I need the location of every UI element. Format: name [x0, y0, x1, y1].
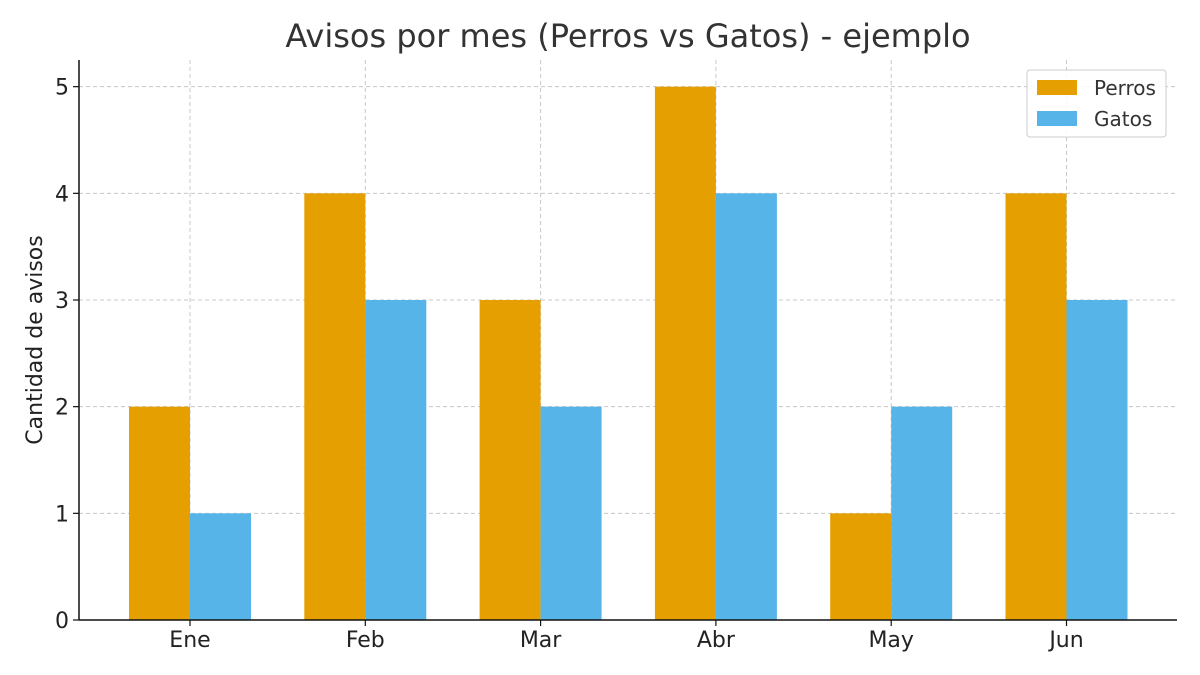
bar-perros-jun	[1005, 193, 1067, 621]
legend-label-perros: Perros	[1094, 76, 1156, 100]
ticks: Ene Feb Mar Abr May Jun 0 1 2 3 4 5	[55, 76, 1084, 653]
y-tick-label-0: 0	[55, 609, 69, 634]
x-tick-label-abr: Abr	[697, 628, 736, 653]
axes	[78, 60, 1177, 621]
legend-label-gatos: Gatos	[1094, 107, 1152, 131]
x-tick-label-ene: Ene	[169, 628, 210, 653]
x-tick-label-mar: Mar	[520, 628, 562, 653]
bar-gatos-mar	[540, 406, 602, 620]
y-tick-label-1: 1	[55, 502, 69, 527]
legend-swatch-perros	[1037, 80, 1077, 95]
x-tick-label-feb: Feb	[346, 628, 385, 653]
bar-gatos-abr	[715, 193, 777, 621]
bar-perros-mar	[479, 300, 541, 620]
y-tick-label-2: 2	[55, 396, 69, 421]
bars	[129, 86, 1128, 621]
y-tick-label-3: 3	[55, 289, 69, 314]
bar-gatos-jun	[1066, 300, 1128, 620]
y-axis-label: Cantidad de avisos	[23, 235, 48, 444]
bar-gatos-may	[891, 406, 953, 620]
bar-perros-ene	[129, 406, 190, 620]
bar-gatos-ene	[190, 513, 251, 620]
bar-perros-feb	[304, 193, 366, 621]
bar-perros-abr	[654, 86, 716, 620]
y-tick-label-5: 5	[55, 76, 69, 101]
y-tick-label-4: 4	[55, 182, 69, 207]
bar-gatos-feb	[365, 300, 427, 620]
x-tick-label-may: May	[868, 628, 913, 653]
bar-perros-may	[830, 513, 892, 620]
legend-swatch-gatos	[1037, 111, 1077, 126]
legend: Perros Gatos	[1026, 69, 1167, 138]
chart-title: Avisos por mes (Perros vs Gatos) - ejemp…	[285, 17, 970, 55]
x-tick-label-jun: Jun	[1047, 628, 1083, 653]
